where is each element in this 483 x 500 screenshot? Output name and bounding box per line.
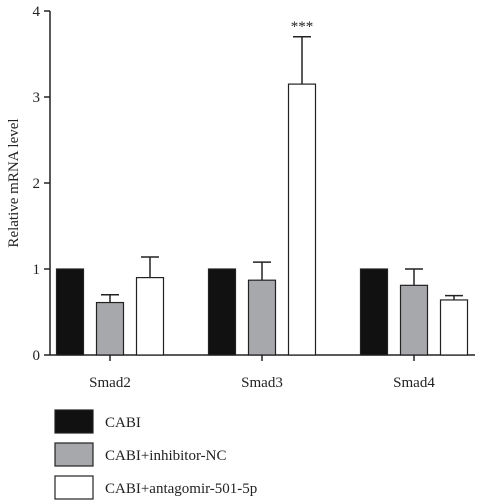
chart-legend: CABI CABI+inhibitor-NC CABI+antagomir-501-… xyxy=(54,409,257,500)
legend-swatch xyxy=(54,409,94,434)
y-axis-title: Relative mRNA level xyxy=(6,118,22,247)
bar xyxy=(55,268,85,356)
bar xyxy=(247,279,277,356)
legend-label: CABI+inhibitor-NC xyxy=(105,448,227,464)
y-tick-label: 3 xyxy=(33,90,41,106)
bar xyxy=(207,268,237,356)
legend-swatch xyxy=(54,475,94,500)
x-tick-label: Smad3 xyxy=(241,375,283,391)
legend-label: CABI+antagomir-501-5p xyxy=(105,481,257,497)
bar xyxy=(95,301,125,356)
bar xyxy=(135,277,165,356)
bar xyxy=(399,284,429,356)
y-tick-label: 0 xyxy=(33,348,41,364)
x-tick-label: Smad4 xyxy=(393,375,435,391)
significance-annotation: *** xyxy=(291,19,314,35)
y-tick-label: 2 xyxy=(33,176,41,192)
bar xyxy=(439,299,469,356)
y-tick-label: 1 xyxy=(33,262,41,278)
chart-bars: *** xyxy=(55,19,469,356)
x-tick-label: Smad2 xyxy=(89,375,131,391)
legend-label: CABI xyxy=(105,415,141,431)
y-tick-label: 4 xyxy=(33,4,41,20)
bar xyxy=(287,83,317,356)
legend-swatch xyxy=(54,442,94,467)
bar xyxy=(359,268,389,356)
